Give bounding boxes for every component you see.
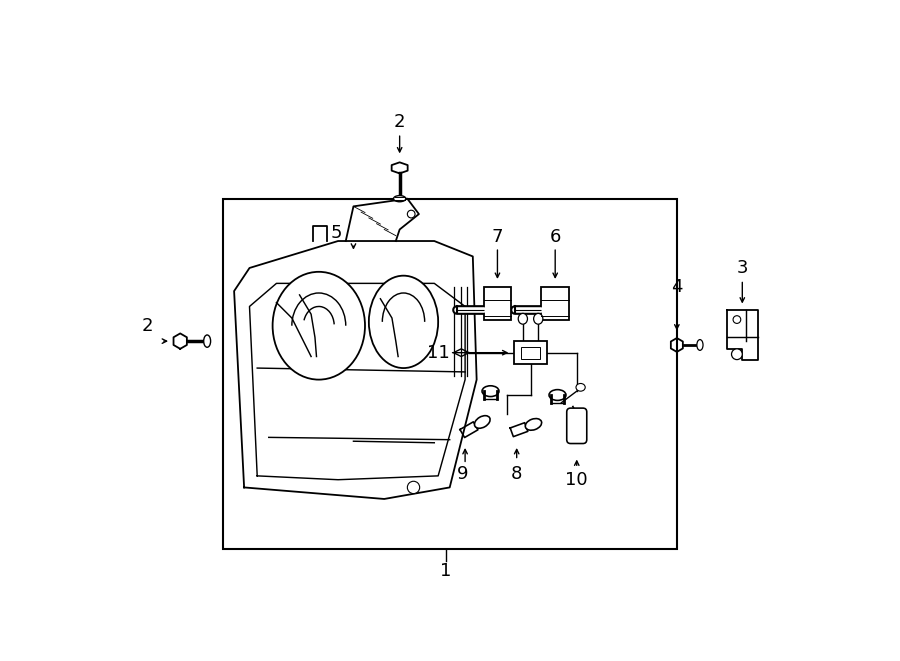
Ellipse shape [482, 386, 499, 397]
Text: 10: 10 [565, 471, 588, 488]
Text: 4: 4 [671, 278, 682, 296]
Ellipse shape [474, 416, 490, 428]
Text: 5: 5 [331, 224, 342, 243]
Ellipse shape [393, 196, 406, 202]
Ellipse shape [576, 383, 585, 391]
Ellipse shape [203, 335, 211, 347]
Text: 2: 2 [141, 317, 153, 334]
Text: 7: 7 [491, 228, 503, 246]
Bar [514, 341, 547, 364]
Text: 9: 9 [457, 465, 469, 483]
Text: 3: 3 [736, 259, 748, 277]
FancyBboxPatch shape [567, 408, 587, 444]
Circle shape [408, 481, 419, 494]
Circle shape [732, 349, 742, 360]
Bar [521, 346, 540, 359]
Bar [541, 288, 569, 319]
Ellipse shape [518, 313, 527, 324]
Text: 1: 1 [440, 562, 452, 580]
Text: 6: 6 [550, 228, 561, 246]
Ellipse shape [526, 418, 542, 430]
Ellipse shape [369, 276, 438, 368]
Circle shape [734, 316, 741, 323]
Ellipse shape [273, 272, 365, 379]
Bar [483, 288, 511, 319]
Text: 11: 11 [427, 344, 449, 362]
Ellipse shape [697, 340, 703, 350]
Ellipse shape [549, 389, 566, 401]
Text: 2: 2 [394, 112, 405, 131]
Circle shape [408, 210, 415, 218]
Text: 8: 8 [511, 465, 522, 483]
Ellipse shape [534, 313, 543, 324]
Bar [222, 199, 677, 549]
